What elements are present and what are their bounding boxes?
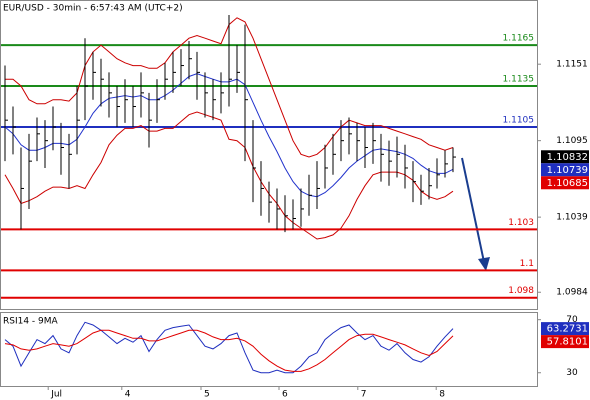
rsi-line <box>4 329 454 372</box>
forecast-arrow <box>461 157 490 271</box>
price-tag-label: 1.10739 <box>547 165 588 176</box>
level-label: 1.1165 <box>503 34 535 44</box>
rsi-title: RSI14 - 9MA <box>3 317 59 327</box>
level-label: 1.1105 <box>503 116 535 126</box>
price-tag <box>541 150 589 164</box>
x-tick-label: 6 <box>282 390 288 400</box>
x-tick-label: 8 <box>439 390 445 400</box>
x-tick-label: 4 <box>125 390 131 400</box>
chart-title: EUR/USD - 30min - 6:57:43 AM (UTC+2) <box>3 4 183 14</box>
x-tick-label: Jul <box>50 390 62 400</box>
price-tag <box>541 163 589 177</box>
price-tag-label: 63.2731 <box>547 324 588 335</box>
y-tick-label: 70 <box>566 315 578 325</box>
price-tag <box>541 176 589 190</box>
y-tick-label: 1.1039 <box>556 213 588 223</box>
x-tick-label: 7 <box>361 390 367 400</box>
y-tick-label: 1.1151 <box>556 60 588 70</box>
rsi-panel <box>0 312 538 387</box>
price-tag-label: 1.10832 <box>547 152 588 163</box>
price-panel <box>0 0 538 310</box>
level-label: 1.1135 <box>503 75 535 85</box>
price-tag-label: 57.8101 <box>547 337 588 348</box>
level-label: 1.098 <box>508 286 534 296</box>
y-tick-label: 1.0984 <box>556 288 588 298</box>
y-tick-label: 1.1095 <box>556 136 588 146</box>
level-label: 1.1 <box>520 259 534 269</box>
price-tag <box>541 322 589 336</box>
price-tag <box>541 335 589 349</box>
indicator-line <box>4 111 454 240</box>
y-tick-label: 30 <box>566 368 578 378</box>
rsi-line <box>4 321 454 374</box>
level-label: 1.103 <box>508 218 534 228</box>
price-tag-label: 1.10685 <box>547 178 588 189</box>
x-tick-label: 5 <box>204 390 210 400</box>
